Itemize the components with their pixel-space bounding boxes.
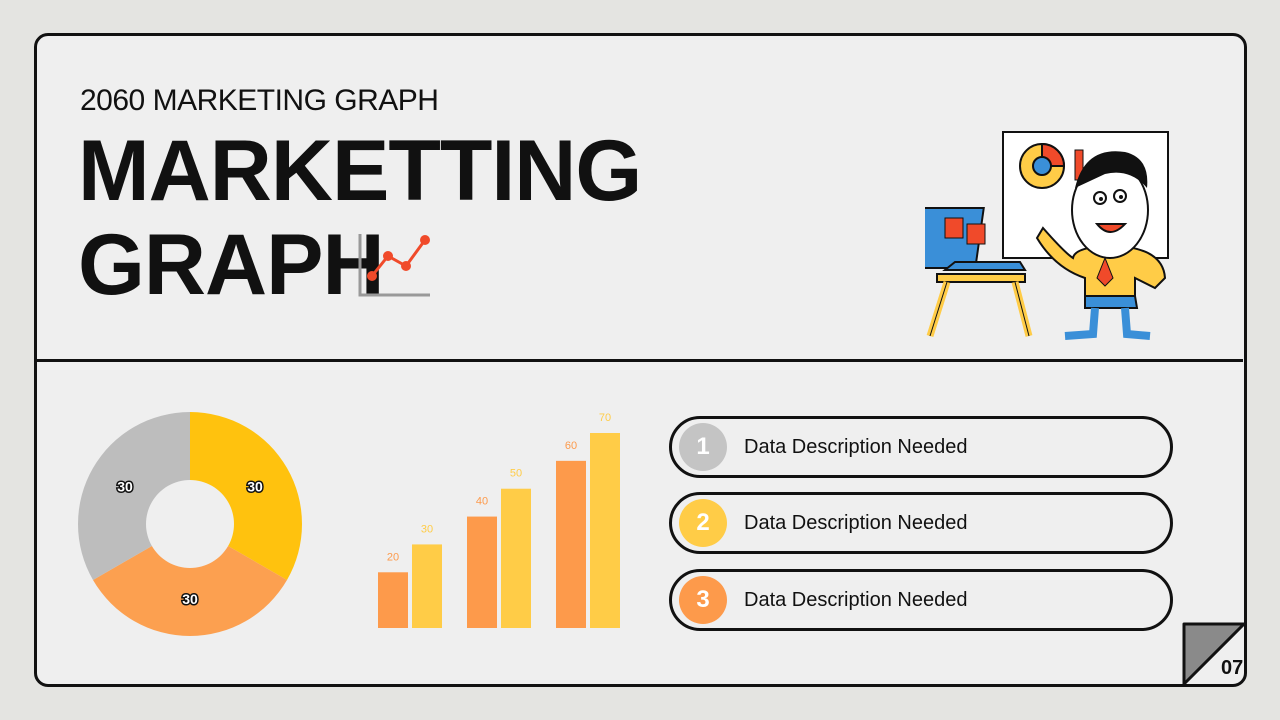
bar-value-label: 30	[421, 523, 433, 535]
legend-text: Data Description Needed	[744, 588, 968, 611]
bar	[501, 488, 531, 628]
title-line-1: MARKETTING	[78, 123, 642, 219]
legend-number-badge: 3	[679, 576, 727, 624]
legend-item-2: 2 Data Description Needed	[669, 492, 1173, 554]
donut-slice	[78, 412, 190, 580]
bar	[412, 544, 442, 628]
bar	[378, 572, 408, 628]
bar-value-label: 70	[599, 412, 611, 424]
legend-item-1: 1 Data Description Needed	[669, 416, 1173, 478]
donut-label: 30	[247, 478, 263, 494]
page-number: 07	[1221, 657, 1244, 679]
legend-number-badge: 1	[679, 423, 727, 471]
bar-value-label: 20	[387, 551, 399, 563]
legend-item-3: 3 Data Description Needed	[669, 569, 1173, 631]
bar	[467, 516, 497, 628]
title-line-2: GRAPH	[78, 217, 385, 313]
legend-text: Data Description Needed	[744, 435, 968, 458]
bar-value-label: 40	[476, 496, 488, 508]
divider	[34, 359, 1243, 362]
line-chart-icon	[358, 234, 430, 297]
donut-slice	[190, 412, 302, 580]
donut-slice	[93, 546, 287, 636]
page-fold-icon	[1182, 622, 1246, 686]
presenter-illustration	[925, 131, 1169, 340]
bar-value-label: 50	[510, 468, 522, 480]
donut-label: 30	[117, 478, 133, 494]
legend-text: Data Description Needed	[744, 511, 968, 534]
bar	[556, 460, 586, 628]
bar-value-label: 60	[565, 440, 577, 452]
page-title: MARKETTING GRAPH	[78, 123, 642, 313]
bar	[590, 433, 620, 628]
subtitle: 2060 MARKETING GRAPH	[80, 84, 439, 117]
legend-number-badge: 2	[679, 499, 727, 547]
donut-label: 30	[182, 591, 198, 607]
donut-chart: 30 30 30	[78, 412, 302, 636]
bar-chart: 20 30 40 50 60 70	[378, 412, 620, 628]
